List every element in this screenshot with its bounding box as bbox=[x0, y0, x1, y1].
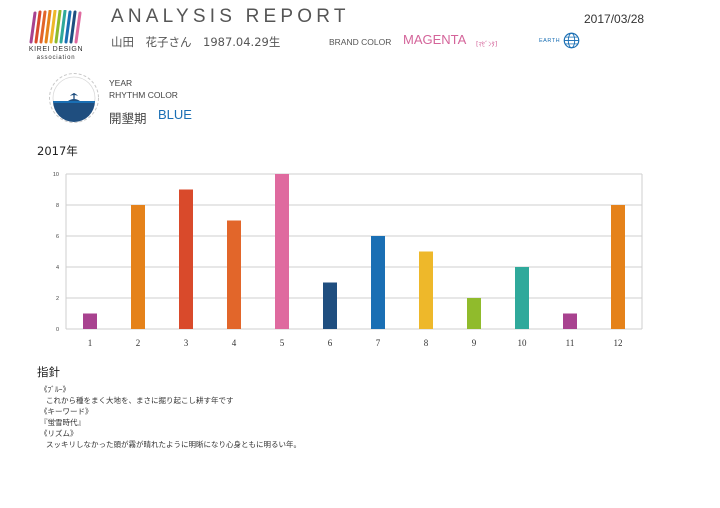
report-title: ANALYSIS REPORT bbox=[111, 6, 350, 27]
rhythm-color-label: RHYTHM COLOR bbox=[109, 90, 178, 100]
x-tick-label: 10 bbox=[518, 338, 528, 348]
x-tick-label: 9 bbox=[472, 338, 477, 348]
guide-rhythm-text: スッキリしなかった頭が霧が晴れたように明晰になり心身ともに明るい年。 bbox=[46, 440, 301, 449]
bar-month-8 bbox=[419, 251, 433, 329]
bar-month-7 bbox=[371, 236, 385, 329]
y-tick-label: 0 bbox=[56, 327, 59, 333]
chart-heading: 2017年 bbox=[37, 144, 78, 158]
logo-main-text: KIREI DESIGN bbox=[28, 46, 84, 53]
x-tick-label: 5 bbox=[280, 338, 285, 348]
guide-section-rhythm: 《リズム》 bbox=[40, 429, 78, 438]
globe-icon bbox=[563, 32, 580, 49]
brand-color-value: MAGENTA bbox=[403, 32, 467, 47]
logo-sub-text: association bbox=[36, 55, 76, 61]
y-tick-label: 2 bbox=[56, 296, 59, 302]
bar-month-5 bbox=[275, 174, 289, 329]
x-tick-label: 12 bbox=[614, 338, 623, 348]
bar-month-11 bbox=[563, 313, 577, 329]
person-info: 山田 花子さん 1987.04.29生 bbox=[111, 35, 281, 49]
guide-section-keyword: 《キーワード》 bbox=[40, 407, 93, 416]
period-color-value: BLUE bbox=[158, 107, 192, 122]
x-tick-label: 7 bbox=[376, 338, 381, 348]
rhythm-period-emblem-icon bbox=[49, 73, 99, 123]
brand-color-reading: [ﾏｾﾞﾝﾀ] bbox=[476, 40, 498, 48]
year-label: YEAR bbox=[109, 78, 133, 88]
bar-month-3 bbox=[179, 189, 193, 329]
bar-month-10 bbox=[515, 267, 529, 329]
x-tick-label: 6 bbox=[328, 338, 333, 348]
earth-label: EARTH bbox=[539, 38, 561, 44]
guide-keyword-text: 『蛍雪時代』 bbox=[40, 418, 85, 427]
guide-heading: 指針 bbox=[37, 365, 60, 379]
x-tick-label: 3 bbox=[184, 338, 189, 348]
report-date: 2017/03/28 bbox=[584, 12, 645, 26]
y-tick-label: 8 bbox=[56, 203, 59, 209]
y-tick-label: 6 bbox=[56, 234, 59, 240]
bar-month-2 bbox=[131, 205, 145, 329]
y-tick-label: 10 bbox=[53, 172, 59, 178]
brand-color-label: BRAND COLOR bbox=[329, 37, 392, 47]
x-tick-label: 1 bbox=[88, 338, 93, 348]
kirei-design-logo: KIREI DESIGN association bbox=[24, 10, 88, 61]
guide-color-text: これから種をまく大地を、まさに掘り起こし耕す年です bbox=[46, 396, 234, 405]
x-tick-label: 8 bbox=[424, 338, 429, 348]
rainbow-stripes-icon bbox=[29, 10, 82, 44]
period-name: 開墾期 bbox=[109, 111, 147, 126]
x-tick-label: 11 bbox=[566, 338, 575, 348]
x-tick-label: 4 bbox=[232, 338, 237, 348]
bar-month-4 bbox=[227, 220, 241, 329]
bar-month-1 bbox=[83, 313, 97, 329]
guide-section-color: 《ﾌﾞﾙｰ》 bbox=[40, 385, 70, 394]
x-tick-label: 2 bbox=[136, 338, 141, 348]
bar-month-12 bbox=[611, 205, 625, 329]
y-tick-label: 4 bbox=[56, 265, 59, 271]
bar-month-9 bbox=[467, 298, 481, 329]
bar-month-6 bbox=[323, 282, 337, 329]
guide-body: 《ﾌﾞﾙｰ》 これから種をまく大地を、まさに掘り起こし耕す年です 《キーワード》… bbox=[40, 384, 680, 450]
